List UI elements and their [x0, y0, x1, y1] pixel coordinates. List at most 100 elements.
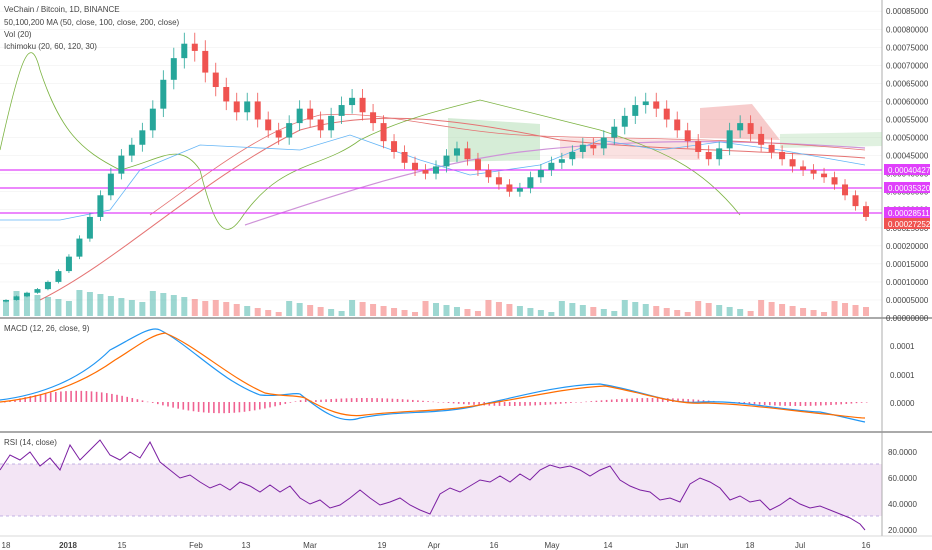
level-tag-bg	[884, 218, 930, 229]
candle-body	[349, 97, 356, 106]
volume-bar	[391, 308, 398, 316]
volume-bar	[611, 311, 618, 316]
candle-body	[789, 159, 796, 167]
macd-hist-bar	[508, 402, 511, 406]
macd-hist-bar	[391, 398, 394, 402]
candle-body	[118, 155, 125, 174]
macd-hist-bar	[345, 398, 348, 402]
candle-body	[317, 119, 324, 131]
price-tick-label: 0.00045000	[886, 152, 929, 161]
macd-hist-bar	[855, 402, 858, 404]
volume-bar	[181, 297, 188, 316]
volume-bar	[349, 300, 356, 316]
volume-bar	[380, 306, 387, 316]
volume-bar	[747, 311, 754, 316]
macd-hist-bar	[4, 402, 6, 403]
candle-body	[422, 170, 429, 174]
macd-hist-bar	[697, 399, 700, 402]
macd-hist-bar	[575, 402, 577, 403]
macd-hist-bar	[840, 402, 842, 405]
candle-body	[590, 144, 597, 149]
macd-hist-bar	[860, 402, 863, 403]
candle-body	[275, 130, 282, 138]
candle-body	[548, 162, 555, 171]
volume-bar	[684, 312, 691, 316]
macd-hist-bar	[610, 399, 613, 402]
macd-hist-bar	[457, 402, 460, 404]
macd-hist-bar	[758, 402, 761, 405]
macd-hist-bar	[208, 402, 210, 413]
candle-body	[296, 108, 303, 124]
volume-bar	[527, 308, 534, 316]
macd-hist-bar	[687, 399, 689, 402]
volume-bar	[412, 312, 419, 316]
x-tick-label: Mar	[303, 541, 317, 550]
volume-bar	[244, 306, 251, 316]
macd-hist-bar	[437, 402, 440, 403]
rsi-band	[0, 464, 882, 516]
candle-body	[55, 271, 62, 282]
x-tick-label: 14	[604, 541, 613, 550]
volume-bar	[118, 298, 125, 316]
volume-bar	[695, 301, 702, 316]
volume-bar	[558, 301, 565, 316]
x-tick-label: Apr	[428, 541, 441, 550]
volume-bar	[464, 309, 471, 316]
x-tick-label: 18	[746, 541, 755, 550]
candle-body	[286, 123, 293, 138]
volume-bar	[789, 306, 796, 316]
candle-body	[3, 299, 9, 302]
macd-hist-bar	[182, 402, 185, 410]
macd-hist-bar	[626, 398, 628, 402]
candle-body	[569, 151, 576, 160]
macd-hist-bar	[585, 401, 587, 403]
macd-hist-bar	[131, 398, 134, 402]
volume-bar	[653, 306, 660, 316]
macd-hist-bar	[381, 398, 383, 402]
macd-hist-bar	[218, 402, 220, 414]
x-axis: 18 2018 15 Feb 13 Mar 19 Apr 16 May 14 Jun 18 Jul 16	[0, 535, 932, 550]
candle-body	[600, 137, 607, 149]
level-tag-label: 0.00035320	[888, 184, 931, 193]
volume-bar	[370, 304, 377, 316]
macd-hist-bar	[202, 402, 205, 413]
candle-body	[747, 123, 754, 134]
candle-body	[737, 123, 744, 131]
macd-hist-bar	[55, 391, 57, 402]
macd-hist-bar	[335, 398, 338, 402]
candle-body	[170, 58, 177, 80]
price-tick-label: 0.00050000	[886, 134, 929, 143]
volume-bar	[307, 305, 314, 316]
price-tick-label: 0.00065000	[886, 79, 929, 88]
candle-body	[86, 216, 93, 239]
x-tick-label: Jun	[676, 541, 689, 550]
volume-bar	[202, 301, 209, 316]
macd-hist-bar	[75, 390, 77, 402]
macd-hist-bar	[524, 402, 526, 406]
macd-hist-bar	[90, 391, 93, 402]
candle-body	[663, 108, 670, 120]
macd-hist-bar	[162, 402, 164, 406]
macd-hist-bar	[422, 400, 424, 402]
macd-hist-bar	[417, 400, 419, 402]
volume-bar	[23, 293, 30, 316]
candle-body	[852, 195, 859, 207]
volume-bar	[821, 312, 828, 316]
candle-body	[65, 256, 72, 272]
macd-hist-bar	[106, 393, 108, 402]
macd-hist-bar	[468, 402, 470, 405]
macd-hist-bar	[473, 402, 475, 405]
candle-body	[391, 141, 398, 152]
candle-body	[653, 101, 660, 109]
macd-hist-bar	[809, 402, 812, 406]
volume-bar	[621, 300, 628, 316]
ma-100-line	[244, 141, 866, 226]
macd-hist-bar	[702, 400, 705, 402]
macd-hist-bar	[825, 402, 827, 406]
macd-signal-line	[0, 332, 866, 419]
macd-hist-bar	[641, 398, 644, 402]
macd-hist-bar	[820, 402, 822, 406]
candle-body	[758, 133, 765, 145]
candle-body	[202, 50, 209, 73]
macd-hist-bar	[213, 402, 215, 414]
